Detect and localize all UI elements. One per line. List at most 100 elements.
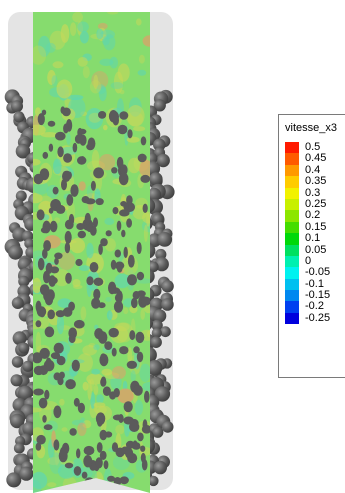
sphere-section [137, 153, 147, 163]
velocity-patch [134, 399, 144, 416]
velocity-patch [33, 277, 42, 294]
sphere-section [140, 445, 146, 452]
legend-swatch [285, 221, 299, 234]
legend-swatch [285, 142, 299, 154]
sphere [6, 472, 22, 488]
velocity-patch [96, 84, 106, 95]
sphere-section [119, 111, 129, 120]
legend-label: 0.15 [305, 220, 327, 233]
velocity-patch [86, 185, 93, 200]
sphere-section [127, 254, 135, 268]
sphere-section [68, 301, 75, 311]
sphere-section [113, 300, 124, 313]
sphere [147, 360, 163, 376]
sphere-section [54, 257, 59, 265]
velocity-patch [87, 379, 92, 401]
sphere-section [55, 310, 66, 318]
velocity-patch [113, 71, 124, 94]
velocity-patch [89, 80, 102, 94]
sphere-section [76, 223, 85, 230]
velocity-patch [82, 66, 90, 79]
velocity-patch [142, 382, 150, 392]
sphere [161, 298, 174, 311]
velocity-patch [91, 149, 100, 169]
velocity-patch [101, 368, 113, 376]
legend-swatch [285, 301, 299, 313]
velocity-patch [82, 381, 89, 391]
legend-row: 0.3 [285, 187, 345, 199]
sphere-section [136, 351, 144, 363]
legend-swatch [285, 312, 299, 325]
velocity-patch [72, 279, 81, 287]
sphere-section [55, 204, 66, 214]
sphere [22, 421, 37, 436]
velocity-patch [56, 79, 73, 99]
sphere-section [114, 249, 122, 258]
sphere-section [95, 457, 103, 469]
sphere-section [84, 198, 96, 205]
sphere-section [66, 194, 74, 206]
velocity-patch [117, 388, 134, 404]
sphere-section [121, 446, 129, 455]
legend-label: 0.35 [305, 175, 327, 188]
velocity-patch [35, 331, 42, 353]
sphere-section [44, 293, 54, 306]
legend-row: 0 [285, 255, 345, 268]
sphere-section [36, 209, 45, 221]
sphere [151, 327, 162, 339]
sphere-section [135, 331, 145, 344]
sphere [147, 261, 159, 273]
sphere-section [74, 134, 83, 144]
legend-swatch [285, 210, 299, 222]
velocity-patch [82, 420, 92, 429]
sphere-section [142, 203, 148, 213]
sphere-section [136, 271, 145, 281]
sphere-section [81, 471, 88, 479]
velocity-patch [139, 159, 150, 178]
sphere-section [129, 421, 140, 432]
sphere-section [59, 447, 67, 459]
sphere-section [64, 242, 71, 254]
sphere-section [99, 429, 108, 441]
sphere [157, 232, 173, 247]
sphere-section [93, 217, 98, 228]
sphere-section [42, 248, 48, 259]
legend-title: vitesse_x3 [285, 122, 337, 134]
sphere-section [41, 109, 47, 116]
velocity-patch [39, 195, 52, 205]
sphere-section [123, 246, 128, 259]
velocity-patch [77, 353, 93, 372]
sphere [10, 374, 23, 387]
legend-row: -0.05 [285, 267, 345, 279]
legend-row: 0.45 [285, 153, 345, 165]
velocity-patch [110, 82, 124, 89]
velocity-patch [38, 35, 51, 57]
sphere-section [105, 230, 112, 237]
velocity-patch [47, 482, 57, 488]
sphere [12, 331, 27, 346]
sphere-section [50, 266, 60, 274]
sphere-section [123, 203, 129, 211]
sphere-section [110, 259, 117, 270]
legend-label: 0.5 [305, 141, 321, 153]
sphere-section [43, 270, 50, 284]
sphere-section [57, 146, 64, 158]
sphere-section [84, 212, 91, 225]
sphere [151, 319, 163, 331]
sphere-section [119, 476, 129, 485]
sphere [153, 99, 166, 112]
sphere-section [73, 466, 82, 476]
sphere [153, 460, 167, 475]
sphere-section [64, 219, 74, 230]
velocity-patch [97, 22, 108, 30]
velocity-patch [66, 132, 71, 145]
velocity-patch [146, 213, 150, 227]
sphere-section [116, 220, 122, 231]
legend-label: 0.05 [305, 243, 327, 256]
legend-row: -0.25 [285, 312, 345, 325]
sphere-section [68, 334, 76, 344]
sphere-section [119, 209, 130, 217]
velocity-patch [147, 330, 150, 338]
sphere-section [140, 136, 147, 146]
sphere-section [42, 415, 47, 423]
